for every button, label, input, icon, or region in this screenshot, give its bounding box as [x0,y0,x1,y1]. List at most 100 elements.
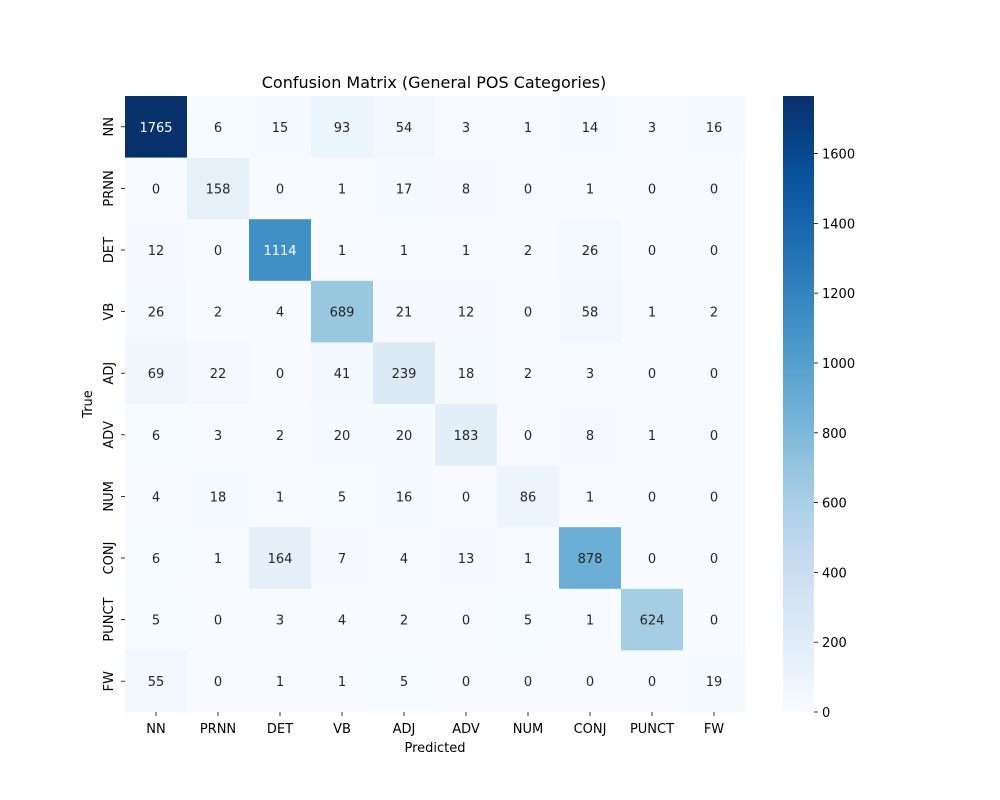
colorbar: 0 200 400 600 800 1000 1200 1400 1600 [783,96,855,721]
cell-value-label: 0 [524,429,532,444]
heatmap-cell [249,588,312,651]
cell-value-label: 0 [710,429,718,444]
heatmap-cell [311,465,374,528]
heatmap-cell [249,404,312,467]
cell-value-label: 6 [214,121,222,136]
heatmap-cell [125,527,188,590]
heatmap-cell [621,219,684,282]
cell-value-label: 2 [524,244,532,259]
cell-value-label: 1 [276,490,284,505]
x-tick-label: FW [704,722,724,737]
heatmap-cell [559,650,622,713]
heatmap-cell [249,650,312,713]
cell-value-label: 0 [648,490,656,505]
heatmap-cell [621,650,684,713]
cell-value-label: 3 [462,121,470,136]
cell-value-label: 1 [524,552,532,567]
heatmap-cell [435,650,498,713]
cell-value-label: 0 [648,244,656,259]
cell-value-label: 2 [214,306,222,321]
y-tick-labels: NN PRNN DET VB ADJ ADV NUM CONJ PUNCT FW [102,117,125,691]
heatmap-cell [559,588,622,651]
cell-value-label: 0 [524,306,532,321]
cell-value-label: 26 [148,306,165,321]
cell-value-label: 183 [454,429,479,444]
heatmap-cell [435,527,498,590]
x-tick-label: CONJ [574,722,607,737]
heatmap-cell [435,96,498,159]
cell-value-label: 5 [400,675,408,690]
colorbar-tick-label: 1400 [822,217,855,232]
cell-value-label: 1 [586,614,594,629]
heatmap-cell [125,219,188,282]
heatmap-cell [125,650,188,713]
heatmap-cell [497,157,560,220]
heatmap-cell [683,219,746,282]
cell-value-label: 878 [578,552,603,567]
x-tick-label: DET [267,722,293,737]
y-axis-label: True [81,390,96,419]
colorbar-gradient [783,96,814,712]
x-tick-label: NUM [513,722,543,737]
colorbar-tick-label: 800 [822,427,847,442]
cell-value-label: 26 [582,244,599,259]
heatmap-cell [435,404,498,467]
cell-value-label: 69 [148,367,165,382]
heatmap-cell [125,404,188,467]
cell-value-label: 2 [524,367,532,382]
cell-value-label: 18 [458,367,475,382]
heatmap-cell [497,96,560,159]
heatmap-cell [311,280,374,343]
heatmap-cell [187,404,250,467]
heatmap-cell [249,280,312,343]
cell-value-label: 16 [706,121,723,136]
cell-value-label: 12 [148,244,165,259]
cell-value-label: 0 [710,552,718,567]
cell-value-label: 6 [152,552,160,567]
heatmap-cell [435,342,498,405]
cell-value-label: 0 [462,675,470,690]
heatmap-cell [435,280,498,343]
cell-value-label: 0 [462,614,470,629]
cell-value-label: 3 [276,614,284,629]
y-tick-label: FW [102,671,117,691]
heatmap-cell [187,157,250,220]
heatmap-cell [311,588,374,651]
cell-value-label: 1 [586,182,594,197]
x-tick-label: ADV [452,722,480,737]
heatmap-cell [683,404,746,467]
cell-value-label: 5 [338,490,346,505]
cell-value-label: 6 [152,429,160,444]
cell-value-label: 1 [400,244,408,259]
cell-value-label: 15 [272,121,289,136]
cell-value-label: 0 [586,675,594,690]
cell-value-label: 0 [648,367,656,382]
heatmap-cell [125,96,188,159]
heatmap-cell [621,96,684,159]
heatmap-cell [683,342,746,405]
cell-value-label: 17 [396,182,413,197]
cell-value-label: 1 [648,429,656,444]
heatmap-cell [187,342,250,405]
heatmap-cell [125,157,188,220]
cell-value-label: 0 [524,182,532,197]
y-tick-label: CONJ [102,542,117,575]
heatmap-cell [187,96,250,159]
cell-value-label: 0 [710,244,718,259]
y-tick-label: PRNN [102,170,117,206]
cell-value-label: 1114 [263,244,296,259]
heatmap-cell [373,157,436,220]
cell-value-label: 22 [210,367,227,382]
cell-value-label: 1 [214,552,222,567]
heatmap-cell [311,157,374,220]
heatmap-cell [435,465,498,528]
cell-value-label: 7 [338,552,346,567]
heatmap-cell [683,650,746,713]
heatmap-cell [621,527,684,590]
cell-value-label: 0 [462,490,470,505]
cell-value-label: 93 [334,121,351,136]
heatmap-cell [373,219,436,282]
heatmap-cell [497,219,560,282]
cell-value-label: 2 [400,614,408,629]
cell-value-label: 19 [706,675,723,690]
